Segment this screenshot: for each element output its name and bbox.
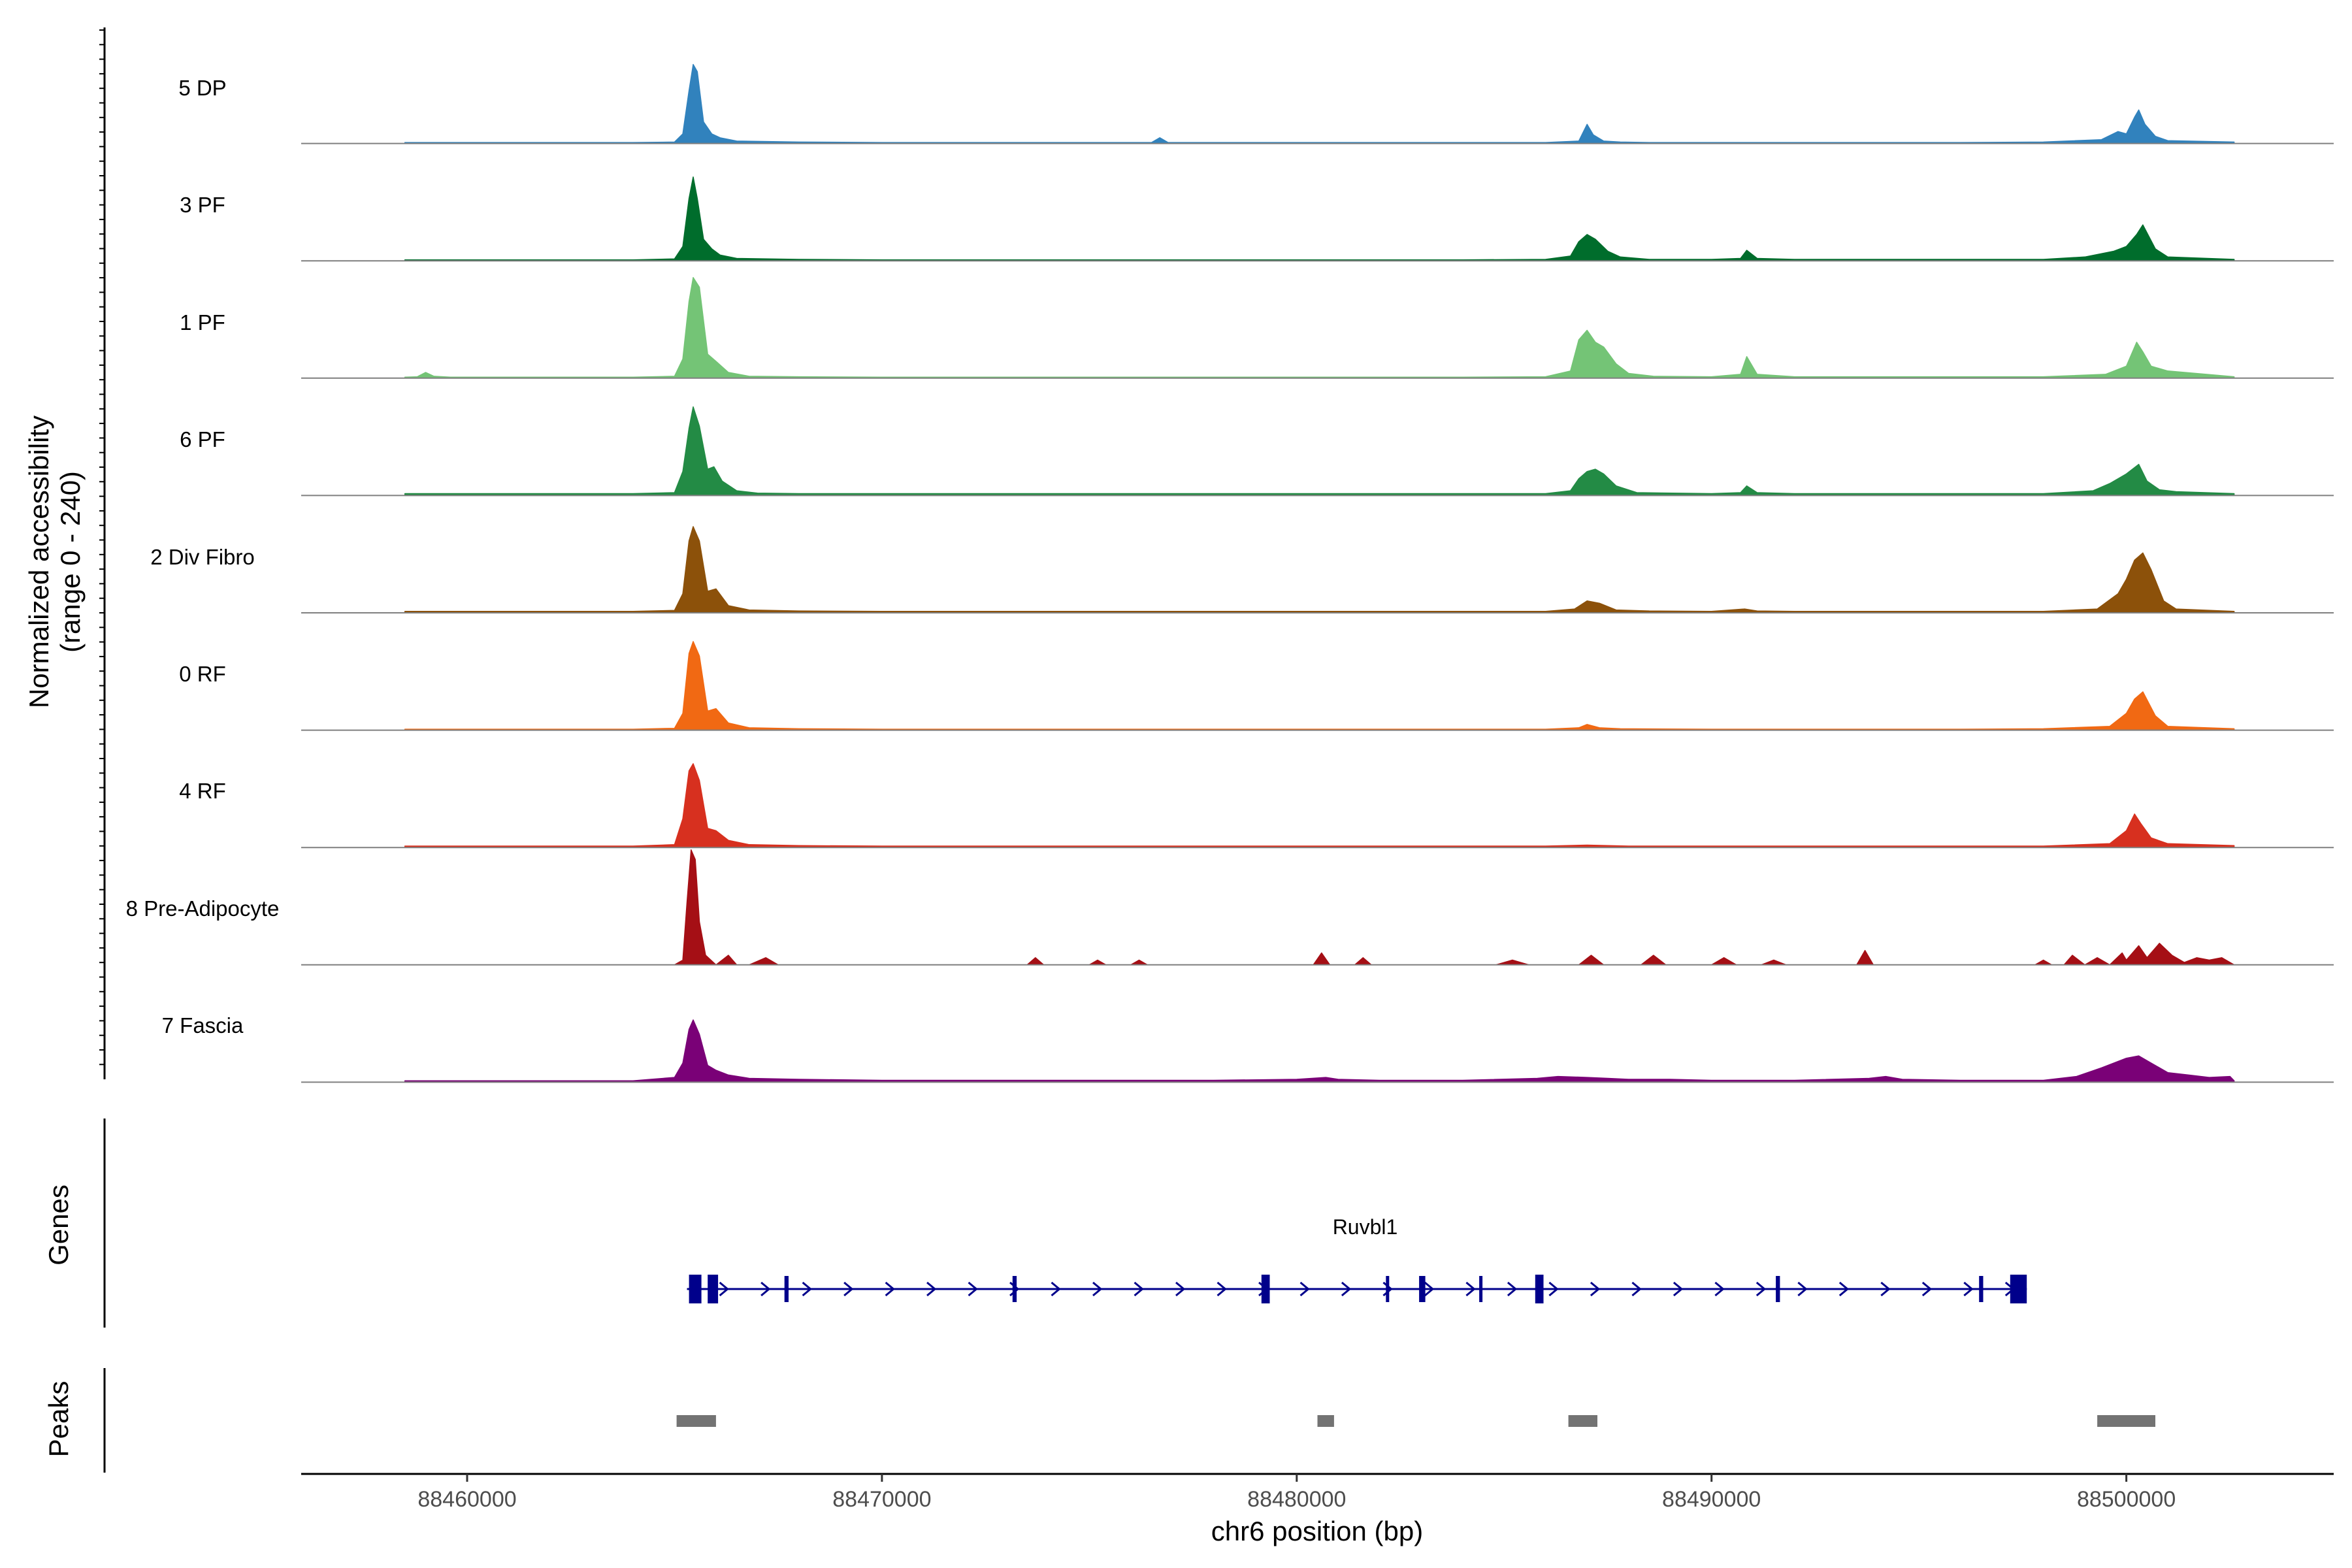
track-1-pf	[301, 277, 2334, 379]
track-8-pre-adipocyte	[301, 849, 2334, 966]
track-label-7-fascia: 7 Fascia	[162, 1013, 244, 1037]
track-3-pf	[301, 176, 2334, 262]
x-tick-label-88460000: 88460000	[417, 1487, 516, 1512]
coverage-area-3-pf	[404, 176, 2235, 261]
coverage-area-6-pf	[404, 406, 2235, 497]
gene-exon-1	[689, 1275, 702, 1303]
gene-exon-7	[1419, 1276, 1426, 1302]
gene-exon-6	[1386, 1276, 1390, 1302]
strand-arrow	[802, 1281, 812, 1297]
track-5-dp	[301, 63, 2334, 144]
track-label-5-dp: 5 DP	[178, 76, 226, 100]
gene-track: Ruvbl1	[687, 1215, 2027, 1303]
track-label-3-pf: 3 PF	[180, 193, 225, 217]
strand-arrow	[968, 1281, 978, 1297]
track-label-4-rf: 4 RF	[179, 779, 226, 803]
track-0-rf	[301, 641, 2334, 731]
coverage-area-8-pre-adipocyte	[674, 849, 2235, 966]
strand-arrow	[926, 1281, 937, 1297]
peak-track	[676, 1415, 2155, 1427]
genes-panel-title: Genes	[43, 1184, 74, 1266]
strand-arrow	[1590, 1281, 1601, 1297]
gene-label: Ruvbl1	[1333, 1215, 1398, 1239]
strand-arrow	[1673, 1281, 1684, 1297]
x-tick-label-88470000: 88470000	[832, 1487, 931, 1512]
gene-exon-2	[708, 1275, 719, 1303]
gene-exon-9	[1535, 1275, 1544, 1303]
strand-arrow	[843, 1281, 854, 1297]
strand-arrow	[1217, 1281, 1227, 1297]
strand-arrow	[1797, 1281, 1808, 1297]
strand-arrow	[1921, 1281, 1933, 1297]
track-label-6-pf: 6 PF	[180, 427, 225, 451]
peaks-panel-title: Peaks	[43, 1381, 74, 1458]
strand-arrow	[1714, 1281, 1725, 1297]
strand-arrow	[1838, 1281, 1850, 1297]
strand-arrow	[1631, 1281, 1642, 1297]
x-tick-label-88480000: 88480000	[1247, 1487, 1346, 1512]
gene-exon-5	[1261, 1275, 1270, 1303]
gene-exon-10	[1776, 1276, 1780, 1302]
strand-arrow	[1880, 1281, 1891, 1297]
y-axis-title-line2: (range 0 - 240)	[55, 471, 86, 653]
coverage-tracks	[301, 63, 2334, 1083]
strand-arrow	[760, 1281, 771, 1297]
gene-exon-3	[784, 1276, 789, 1302]
x-tick-label-88490000: 88490000	[1662, 1487, 1761, 1512]
strand-arrow	[1175, 1281, 1186, 1297]
peak-region-4	[2097, 1415, 2155, 1427]
track-label-2-div-fibro: 2 Div Fibro	[150, 545, 255, 569]
y-axis-title-line1: Normalized accessibility	[24, 416, 54, 708]
gene-exon-8	[1479, 1276, 1483, 1302]
strand-arrow	[1424, 1281, 1435, 1297]
track-7-fascia	[301, 1019, 2334, 1083]
coverage-area-4-rf	[404, 763, 2235, 848]
gene-exon-11	[1979, 1276, 1984, 1302]
strand-arrow	[1963, 1281, 1974, 1297]
strand-arrow	[1465, 1281, 1476, 1297]
x-axis-ticks	[466, 1474, 2128, 1482]
strand-arrow	[1756, 1281, 1767, 1297]
coverage-area-0-rf	[404, 641, 2235, 731]
track-6-pf	[301, 406, 2334, 497]
track-label-0-rf: 0 RF	[179, 662, 226, 686]
peak-region-3	[1568, 1415, 1597, 1427]
track-label-1-pf: 1 PF	[180, 310, 225, 335]
strand-arrow	[1507, 1281, 1518, 1297]
coverage-area-7-fascia	[404, 1019, 2235, 1083]
track-2-div-fibro	[301, 526, 2334, 613]
strand-arrow	[885, 1281, 895, 1297]
strand-arrow	[1341, 1281, 1352, 1297]
coverage-area-1-pf	[404, 277, 2235, 379]
peak-region-1	[676, 1415, 716, 1427]
strand-arrow	[1299, 1281, 1310, 1297]
gene-exon-4	[1012, 1276, 1017, 1302]
gene-exon-12	[2010, 1275, 2027, 1303]
coverage-area-2-div-fibro	[404, 526, 2235, 613]
strand-arrow	[1134, 1281, 1144, 1297]
track-4-rf	[301, 763, 2334, 849]
coverage-area-5-dp	[404, 63, 2235, 144]
y-minor-ticks	[99, 29, 105, 1066]
x-tick-label-88500000: 88500000	[2077, 1487, 2176, 1512]
strand-arrow	[719, 1281, 729, 1297]
x-axis-title: chr6 position (bp)	[1211, 1516, 1424, 1546]
strand-arrow	[1548, 1281, 1559, 1297]
peak-region-2	[1317, 1415, 1334, 1427]
x-axis-tick-labels: 88460000 88470000 88480000 88490000 8850…	[417, 1487, 2176, 1512]
track-label-8-pre-adipocyte: 8 Pre-Adipocyte	[126, 896, 280, 921]
track-labels: 5 DP 3 PF 1 PF 6 PF 2 Div Fibro 0 RF 4 R…	[126, 76, 280, 1037]
strand-arrow	[1051, 1281, 1061, 1297]
strand-arrow	[1092, 1281, 1103, 1297]
